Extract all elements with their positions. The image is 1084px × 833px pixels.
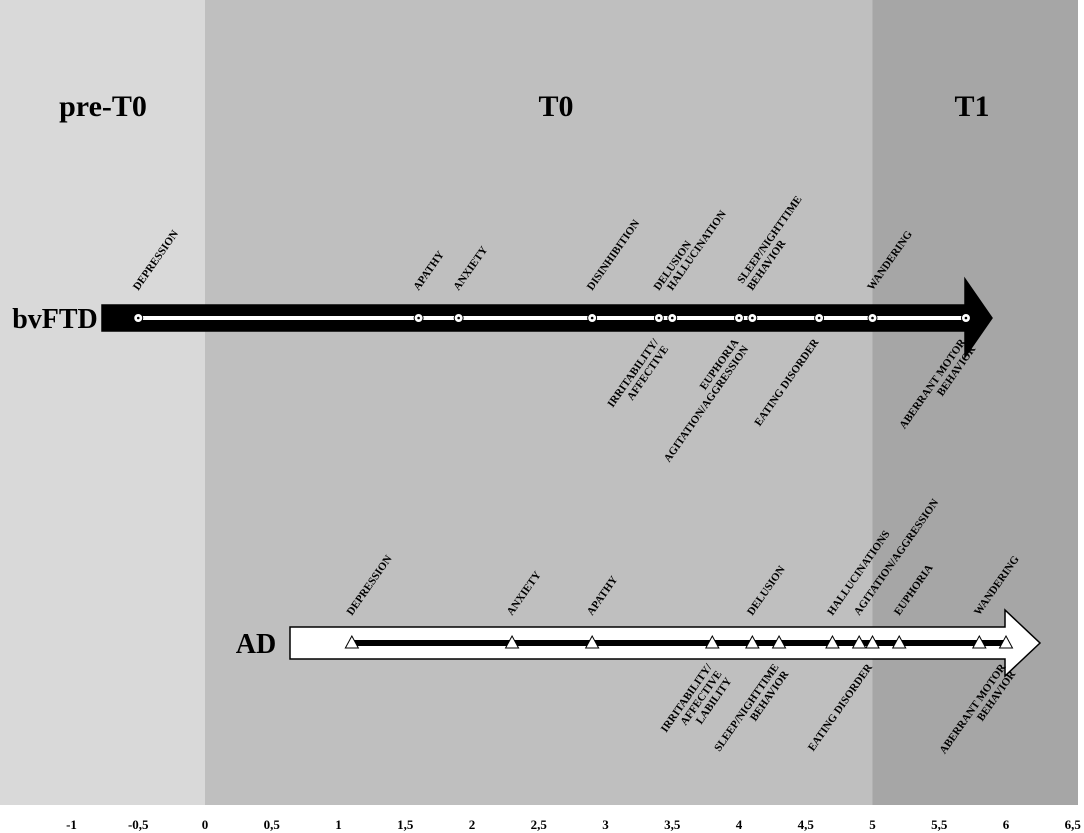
symptom-marker xyxy=(704,634,720,649)
x-tick-label: -0,5 xyxy=(128,817,149,832)
x-tick-label: 4,5 xyxy=(798,817,815,832)
x-tick-label: 4 xyxy=(736,817,743,832)
phase-bands xyxy=(0,0,1078,805)
symptom-marker xyxy=(584,634,600,649)
symptom-marker-dot xyxy=(964,316,968,320)
symptom-marker-dot xyxy=(417,316,420,320)
x-tick-label: 2 xyxy=(469,817,476,832)
symptom-marker-dot xyxy=(457,316,460,320)
x-tick-label: -1 xyxy=(66,817,77,832)
phase-band-pre-t0 xyxy=(0,0,205,805)
x-tick-label: 5,5 xyxy=(931,817,948,832)
symptom-marker xyxy=(344,634,360,649)
x-tick-label: 0,5 xyxy=(264,817,281,832)
x-tick-label: 3 xyxy=(602,817,609,832)
phase-label: T1 xyxy=(954,90,989,123)
symptom-marker xyxy=(771,634,787,649)
x-tick-label: 1,5 xyxy=(397,817,414,832)
symptom-marker xyxy=(851,634,867,649)
symptom-marker-dot xyxy=(871,316,874,320)
x-tick-label: 6 xyxy=(1003,817,1010,832)
phase-label: T0 xyxy=(538,90,573,123)
group-label: AD xyxy=(236,629,276,660)
phase-band-t1 xyxy=(872,0,1078,805)
symptom-marker-dot xyxy=(136,316,140,320)
symptom-marker-dot xyxy=(657,316,661,320)
symptom-marker-dot xyxy=(817,316,821,320)
phase-labels: pre-T0 T0 T1 xyxy=(59,90,989,123)
symptom-marker-dot xyxy=(737,316,741,320)
phase-band-t0 xyxy=(205,0,873,805)
x-tick-label: 0 xyxy=(202,817,209,832)
symptom-marker xyxy=(745,634,760,649)
symptom-marker xyxy=(891,634,907,649)
symptom-marker-dot xyxy=(590,316,594,320)
symptom-marker xyxy=(865,634,880,649)
group-label: bvFTD xyxy=(12,304,98,335)
phase-label: pre-T0 xyxy=(59,90,147,123)
x-tick-label: 6,5 xyxy=(1065,817,1082,832)
x-tick-label: 2,5 xyxy=(531,817,548,832)
symptom-marker-dot xyxy=(670,316,674,320)
symptom-marker xyxy=(998,634,1014,649)
x-axis: -1 -0,5 0 0,5 1 1,5 2 2,5 3 3,5 4 4,5 5 5,5 6 6,5 xyxy=(66,817,1081,832)
symptom-marker xyxy=(825,634,840,649)
x-tick-label: 3,5 xyxy=(664,817,681,832)
symptom-marker-dot xyxy=(751,316,754,320)
x-tick-label: 1 xyxy=(335,817,342,832)
symptom-marker xyxy=(504,634,520,649)
x-tick-label: 5 xyxy=(869,817,876,832)
symptom-marker xyxy=(971,634,987,649)
